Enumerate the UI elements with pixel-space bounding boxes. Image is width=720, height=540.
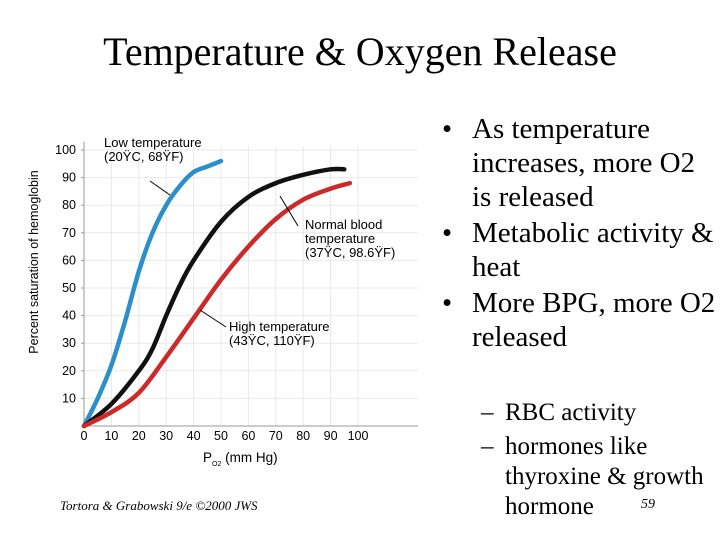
x-tick-label: 70 — [269, 429, 283, 443]
x-ticks: 0 10 20 30 40 50 60 70 80 90 100 — [81, 429, 369, 443]
page-number: 59 — [641, 497, 655, 512]
x-tick-label: 10 — [104, 429, 118, 443]
y-tick-label: 80 — [62, 198, 76, 212]
x-tick-label: 100 — [348, 429, 369, 443]
annotation-low: (20ŸC, 68ŸF) — [104, 149, 183, 164]
annotation-high: (43ŸC, 110ŸF) — [229, 333, 315, 348]
figure-credit: Tortora & Grabowski 9/e ©2000 JWS — [60, 498, 258, 513]
series-normal-line — [81, 166, 347, 429]
gridlines — [84, 146, 418, 426]
x-axis-label-p: P — [203, 450, 212, 465]
y-tick-label: 40 — [62, 309, 76, 323]
annotation-high: High temperature — [229, 319, 329, 334]
y-axis-label: Percent saturation of hemoglobin — [27, 170, 41, 353]
annotation-low: Low temperature — [104, 135, 202, 150]
bullet-item: As temperature increases, more O2 is rel… — [436, 112, 718, 214]
sub-bullet-item: hormones like thyroxine & growth hormone — [481, 432, 717, 522]
series-lines — [81, 158, 353, 429]
x-axis-label: PO2 (mm Hg) — [203, 450, 278, 468]
y-tick-label: 20 — [62, 364, 76, 378]
y-ticks: 10 20 30 40 50 60 70 80 90 100 — [55, 143, 84, 405]
x-tick-label: 50 — [214, 429, 228, 443]
annotation-normal: Normal blood — [305, 217, 382, 232]
axes — [83, 141, 418, 427]
leader-high — [199, 309, 227, 328]
bullet-item: More BPG, more O2 released — [436, 286, 718, 354]
oxygen-dissociation-chart: 10 20 30 40 50 60 70 80 90 100 0 10 20 30 40 50 60 70 80 9… — [27, 135, 418, 468]
y-tick-label: 90 — [62, 171, 76, 185]
x-tick-label: 20 — [132, 429, 146, 443]
x-tick-label: 30 — [159, 429, 173, 443]
sub-bullet-item: RBC activity — [481, 398, 717, 428]
annotation-normal: temperature — [305, 231, 375, 246]
y-tick-label: 50 — [62, 281, 76, 295]
y-tick-label: 100 — [55, 143, 76, 157]
x-tick-label: 90 — [324, 429, 338, 443]
y-tick-label: 30 — [62, 336, 76, 350]
y-tick-label: 60 — [62, 253, 76, 267]
sub-bullet-list: RBC activity hormones like thyroxine & g… — [481, 398, 717, 526]
slide-title: Temperature & Oxygen Release — [103, 29, 617, 74]
leader-low — [149, 180, 171, 196]
annotations: Low temperature(20ŸC, 68ŸF) Normal bloodt… — [104, 135, 395, 348]
leader-normal — [279, 195, 299, 227]
x-tick-label: 60 — [241, 429, 255, 443]
x-axis-label-suffix: (mm Hg) — [221, 450, 277, 465]
x-tick-label: 40 — [187, 429, 201, 443]
annotation-normal: (37ŸC, 98.6ŸF) — [305, 245, 395, 260]
annotation-leaders — [149, 180, 299, 328]
x-axis-label-sub: O2 — [212, 461, 221, 468]
x-tick-label: 0 — [81, 429, 88, 443]
series-low-line — [81, 158, 224, 429]
y-tick-label: 10 — [62, 391, 76, 405]
y-tick-label: 70 — [62, 226, 76, 240]
x-tick-label: 80 — [296, 429, 310, 443]
bullet-list: As temperature increases, more O2 is rel… — [436, 112, 718, 356]
bullet-item: Metabolic activity & heat — [436, 216, 718, 284]
series-high-line — [81, 180, 353, 429]
